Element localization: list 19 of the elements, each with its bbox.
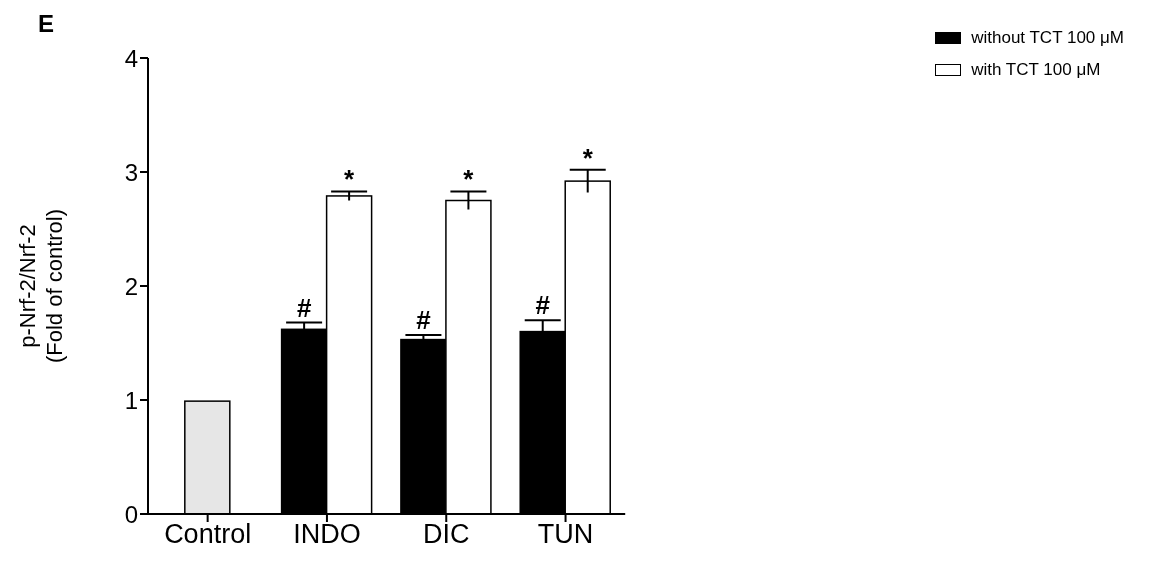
- x-tick-label: TUN: [537, 519, 594, 550]
- y-tick-label: 4: [124, 44, 138, 72]
- y-tick-label: 0: [124, 500, 138, 528]
- x-tick-label: DIC: [423, 519, 470, 550]
- y-tick-label: 3: [124, 158, 138, 186]
- annotation: #: [535, 289, 551, 320]
- annotation: *: [582, 142, 594, 173]
- legend-label: without TCT 100 μM: [971, 28, 1124, 48]
- x-tick-label: INDO: [293, 519, 361, 550]
- annotation: #: [416, 304, 432, 335]
- y-tick-label: 1: [124, 386, 138, 414]
- x-tick-label: Control: [164, 519, 252, 550]
- y-tick-label: 2: [124, 272, 138, 300]
- legend-label: with TCT 100 μM: [971, 60, 1101, 80]
- y-axis-title: p-Nrf-2/Nrf-2 (Fold of control): [15, 208, 67, 364]
- annotation: *: [344, 164, 356, 195]
- text: E: [38, 10, 55, 38]
- annotation: #: [296, 293, 312, 324]
- annotation: *: [463, 164, 475, 195]
